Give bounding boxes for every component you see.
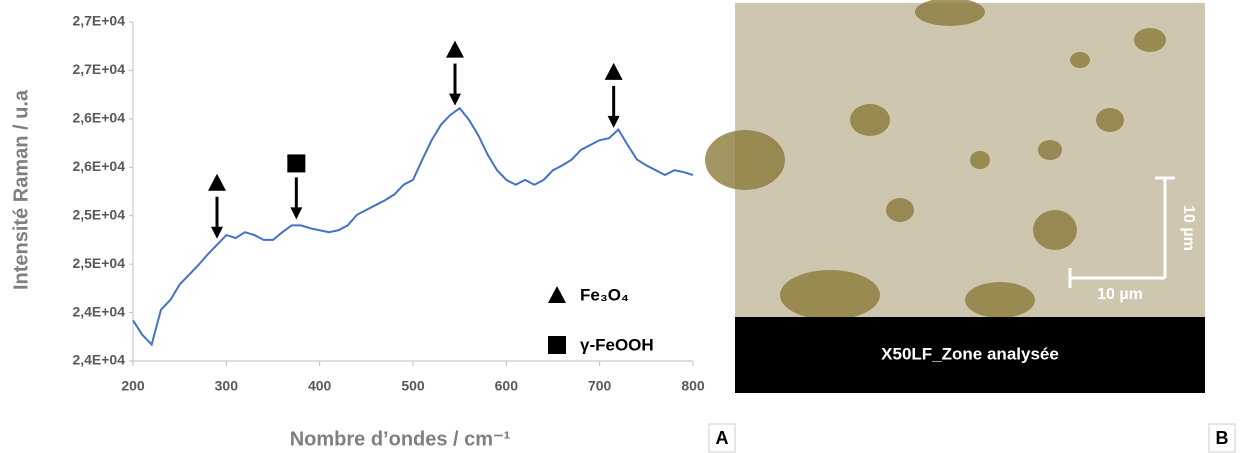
x-tick-label: 700 [588,378,612,394]
arrow-head [607,115,620,128]
arrow-head [211,226,223,239]
x-axis-title: Nombre d’ondes / cm⁻¹ [290,428,511,450]
y-tick-label: 2,4E+04 [72,303,125,319]
y-axis-title: Intensité Raman / u.a [10,89,32,290]
y-tick-label: 2,7E+04 [72,13,125,29]
micrograph: X50LF_Zone analysée 10 µm 10 µm [705,0,1205,393]
panel-box [1208,423,1236,453]
x-tick-label: 500 [401,378,425,394]
y-tick-label: 2,6E+04 [72,158,125,174]
panel-box [708,423,736,453]
scale-label: 10 µm [1180,205,1197,251]
x-tick-label: 300 [215,378,239,394]
y-tick-label: 2,4E+04 [72,352,125,368]
arrow-head [449,93,461,106]
panel-label: B [1216,428,1229,448]
panel-label: A [716,428,729,448]
annotation-marker [604,62,623,80]
annotation-marker [446,40,464,58]
annotation-marker [287,154,306,173]
y-tick-label: 2,7E+04 [72,61,125,77]
y-tick-label: 2,5E+04 [72,206,125,222]
caption: X50LF_Zone analysée [881,344,1059,363]
arrow-head [290,207,303,220]
x-tick-label: 600 [495,378,519,394]
y-tick-label: 2,5E+04 [72,255,125,271]
scale-label: 10 µm [1097,286,1143,303]
data-line [132,106,694,347]
legend-symbol [548,286,566,303]
annotation-marker [208,173,226,191]
x-tick-label: 200 [121,378,145,394]
x-tick-label: 400 [308,378,332,394]
caption-band [735,317,1205,393]
x-tick-label: 800 [681,378,705,394]
legend-symbol [548,336,566,354]
y-tick-label: 2,6E+04 [72,110,125,126]
legend-label: Fe₃O₄ [580,285,629,304]
legend-label: γ-FeOOH [580,335,654,354]
